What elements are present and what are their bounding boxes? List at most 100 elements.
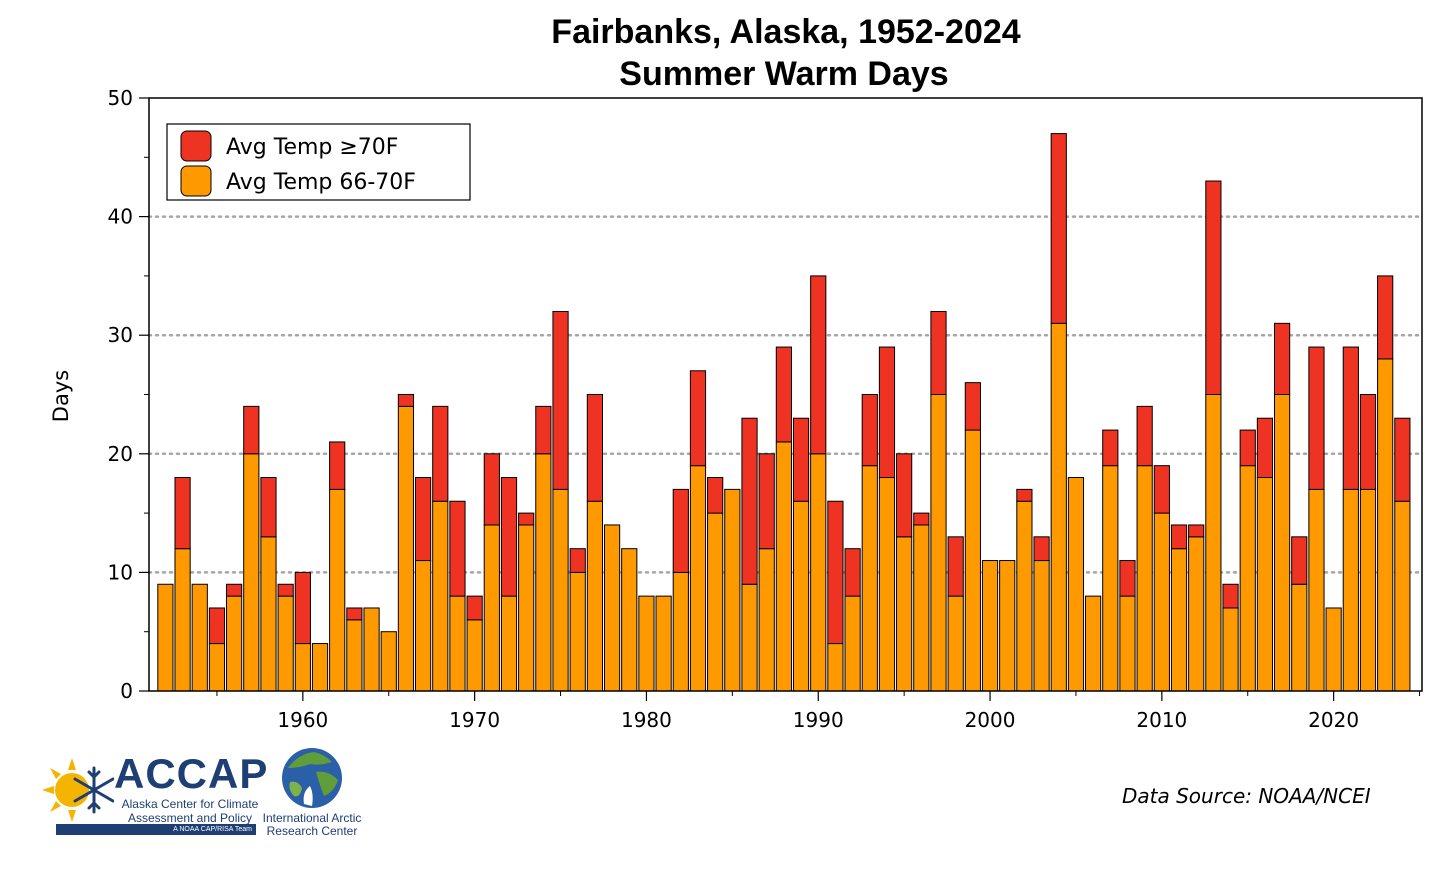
- bar-hot-1972: [500, 477, 518, 597]
- bar-warm-2020: [1325, 607, 1342, 692]
- bar-warm-2011: [1170, 548, 1188, 692]
- bar-hot-2016: [1256, 417, 1274, 479]
- iarc-name: International Arctic Research Center: [262, 811, 362, 838]
- bar-hot-2012: [1188, 524, 1205, 538]
- bars: [157, 133, 1411, 692]
- bar-warm-1974: [535, 453, 552, 692]
- bar-warm-1979: [621, 548, 638, 692]
- accap-subtitle: Alaska Center for Climate Assessment and…: [121, 797, 259, 825]
- bar-warm-2005: [1067, 477, 1085, 692]
- bar-warm-1971: [483, 524, 500, 692]
- bar-warm-1999: [964, 429, 981, 692]
- y-tick-label-30: 30: [108, 323, 133, 347]
- bar-hot-1997: [930, 310, 947, 396]
- bar-warm-1962: [329, 488, 346, 692]
- bar-hot-1975: [552, 310, 569, 490]
- bar-warm-1965: [380, 631, 397, 692]
- bar-warm-1955: [208, 643, 226, 692]
- bar-warm-1978: [603, 524, 621, 692]
- bar-hot-1962: [329, 441, 346, 490]
- y-tick-label-40: 40: [108, 205, 133, 229]
- bar-warm-1987: [758, 548, 775, 692]
- globe-icon: [282, 748, 342, 808]
- bar-warm-2014: [1222, 607, 1239, 692]
- bar-hot-1977: [586, 394, 603, 502]
- bar-warm-1994: [878, 477, 896, 692]
- legend-label-warm: Avg Temp 66-70F: [226, 170, 416, 195]
- legend-swatch-warm: [180, 165, 212, 197]
- bar-warm-1959: [277, 595, 294, 692]
- bar-hot-1988: [775, 346, 792, 443]
- bar-hot-2002: [1016, 488, 1033, 502]
- bar-hot-1992: [844, 548, 861, 597]
- bar-hot-2019: [1308, 346, 1325, 490]
- bar-hot-1960: [294, 571, 311, 645]
- bar-warm-2021: [1342, 488, 1359, 692]
- bar-hot-2009: [1136, 405, 1153, 467]
- x-tick-label-2020: 2020: [1308, 708, 1359, 732]
- bar-warm-1976: [569, 571, 586, 692]
- bar-warm-1982: [672, 571, 689, 692]
- bar-hot-2011: [1170, 524, 1188, 550]
- bar-hot-1955: [208, 607, 226, 645]
- bar-warm-2007: [1102, 465, 1119, 692]
- bar-warm-1953: [174, 548, 191, 692]
- bar-hot-1998: [947, 536, 964, 597]
- bar-hot-1999: [964, 382, 981, 431]
- y-tick-label-10: 10: [108, 560, 133, 584]
- bar-warm-1988: [775, 441, 792, 692]
- bar-warm-1960: [294, 643, 311, 692]
- bar-warm-1958: [260, 536, 277, 692]
- bar-hot-1970: [466, 595, 483, 621]
- legend-label-hot: Avg Temp ≥70F: [226, 135, 398, 160]
- bar-warm-2019: [1308, 488, 1325, 692]
- y-tick-label-0: 0: [120, 679, 133, 703]
- bar-warm-2002: [1016, 500, 1033, 692]
- bar-warm-1963: [346, 619, 363, 692]
- bar-hot-1984: [707, 477, 724, 514]
- bar-hot-1983: [689, 370, 707, 467]
- x-tick-label-1990: 1990: [793, 708, 844, 732]
- bar-warm-1967: [415, 560, 432, 692]
- bar-hot-1982: [672, 488, 689, 573]
- bar-warm-1973: [518, 524, 535, 692]
- bar-hot-1996: [913, 512, 930, 526]
- bar-hot-1986: [741, 417, 758, 585]
- bar-warm-1993: [861, 465, 878, 692]
- bar-warm-2000: [981, 560, 999, 692]
- x-tick-label-1960: 1960: [277, 708, 328, 732]
- bar-hot-2017: [1274, 322, 1291, 395]
- bar-warm-2012: [1188, 536, 1205, 692]
- bar-warm-1995: [896, 536, 913, 692]
- bar-warm-1969: [449, 595, 466, 692]
- sun-snowflake-icon: [42, 758, 114, 822]
- accap-name: ACCAP: [114, 750, 269, 797]
- accap-tagline: A NOAA CAP/RISA Team: [56, 824, 256, 835]
- bar-hot-2015: [1239, 429, 1256, 467]
- legend: Avg Temp ≥70F Avg Temp 66-70F: [166, 123, 471, 201]
- bar-hot-1989: [792, 417, 810, 502]
- bar-warm-1992: [844, 595, 861, 692]
- bar-hot-1969: [449, 500, 466, 597]
- bar-warm-1984: [707, 512, 724, 692]
- bar-hot-1963: [346, 607, 363, 621]
- bar-warm-2001: [999, 560, 1016, 692]
- bar-hot-2010: [1153, 465, 1170, 514]
- bar-hot-1959: [277, 583, 294, 597]
- bar-hot-1993: [861, 394, 878, 467]
- bar-hot-1973: [518, 512, 535, 526]
- bar-hot-1987: [758, 453, 775, 550]
- bar-warm-1983: [689, 465, 707, 692]
- bar-warm-1957: [243, 453, 260, 692]
- bar-warm-1968: [432, 500, 449, 692]
- bar-hot-1976: [569, 548, 586, 573]
- bar-warm-1970: [466, 619, 483, 692]
- x-tick-label-1970: 1970: [449, 708, 500, 732]
- legend-swatch-hot: [180, 130, 212, 162]
- bar-hot-2024: [1394, 417, 1411, 502]
- bar-warm-1956: [226, 595, 243, 692]
- bar-hot-1995: [896, 453, 913, 538]
- bar-hot-1956: [226, 583, 243, 597]
- bar-hot-2022: [1359, 394, 1377, 490]
- y-tick-label-20: 20: [108, 442, 133, 466]
